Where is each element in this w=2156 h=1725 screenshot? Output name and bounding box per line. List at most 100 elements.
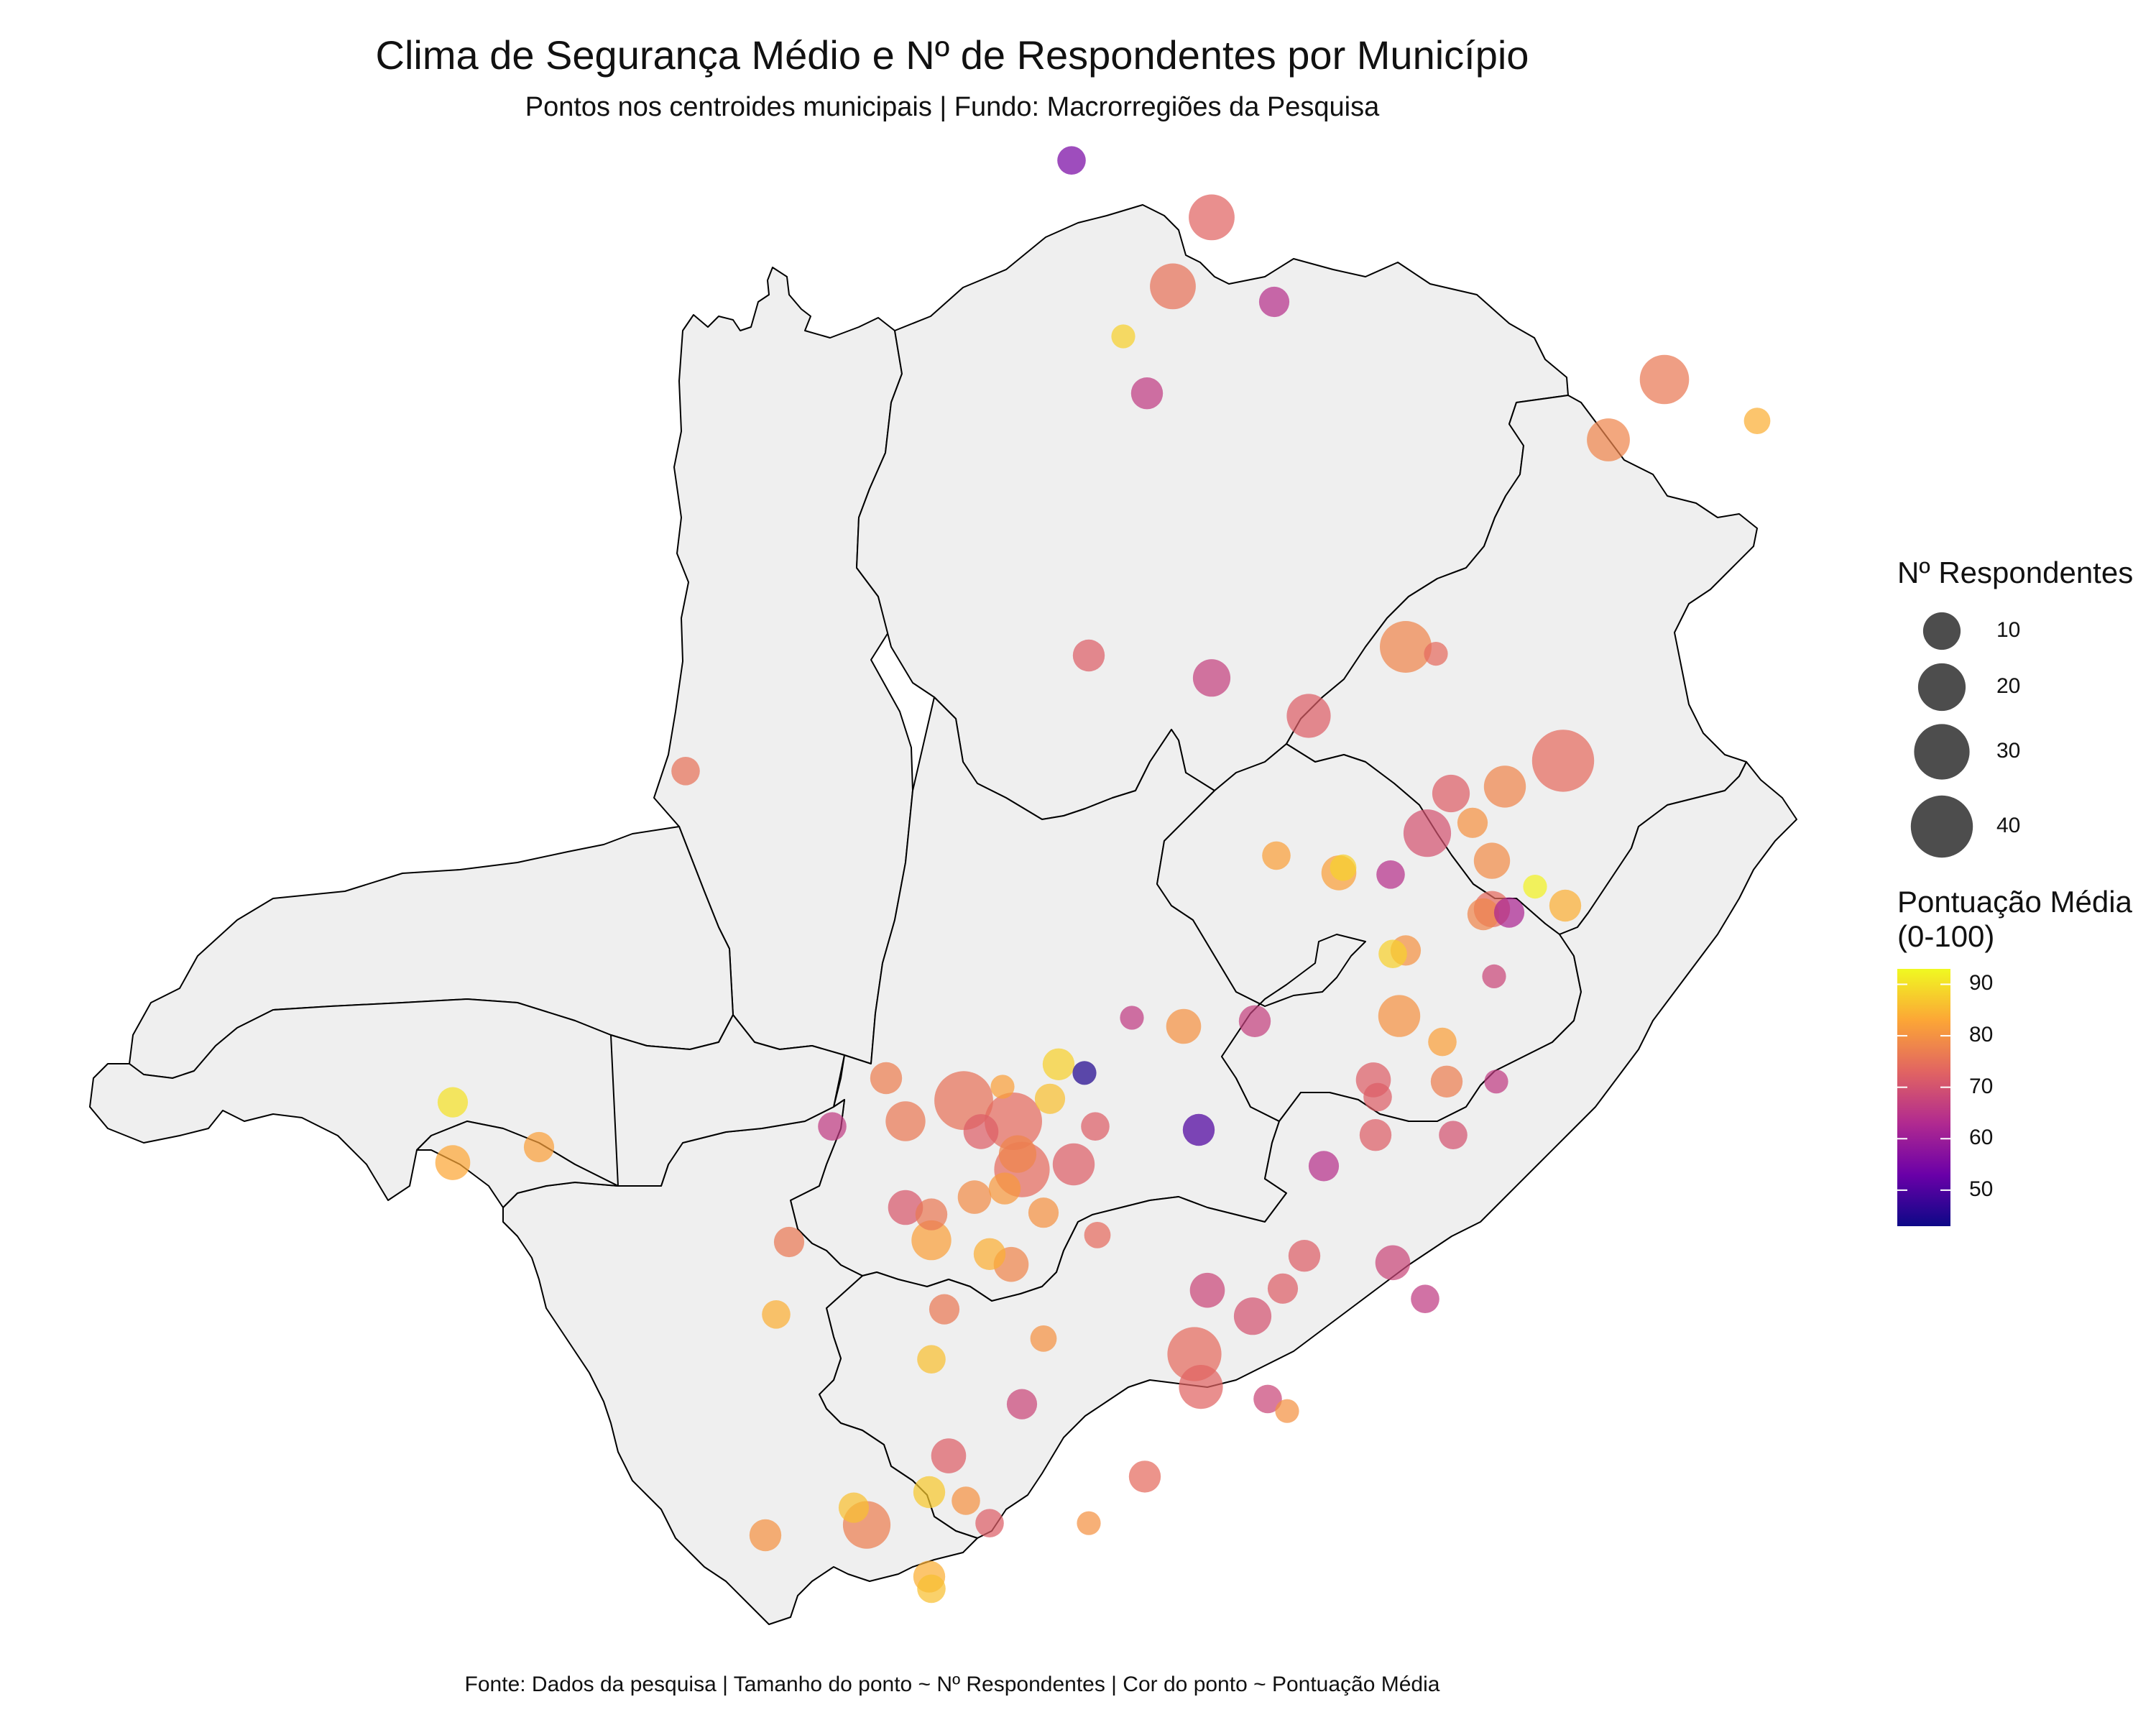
municipality-point	[1467, 898, 1500, 931]
municipality-point	[929, 1294, 960, 1325]
municipality-point	[1057, 146, 1086, 175]
municipality-point	[1072, 639, 1105, 672]
municipality-point	[911, 1220, 952, 1261]
municipality-point	[1639, 354, 1690, 405]
municipality-point	[885, 1101, 926, 1141]
municipality-point	[762, 1300, 791, 1329]
municipality-point	[1430, 1065, 1463, 1098]
color-legend-label: 60	[1969, 1126, 1994, 1150]
municipality-point	[1077, 1511, 1101, 1535]
municipality-point	[1523, 875, 1547, 899]
municipality-point	[1428, 1027, 1457, 1057]
municipality-point	[1233, 1297, 1272, 1335]
municipality-point	[1359, 1119, 1392, 1151]
size-legend-label: 40	[1996, 814, 2021, 837]
municipality-point	[1587, 418, 1630, 461]
municipality-point	[1380, 621, 1432, 673]
municipality-point	[1111, 324, 1135, 349]
municipality-point	[1120, 1006, 1144, 1030]
municipality-point	[985, 1092, 1042, 1150]
size-legend-title: Nº Respondentes	[1897, 556, 2134, 589]
municipality-point	[1531, 730, 1595, 792]
size-legend	[1910, 612, 1973, 858]
municipality-point	[437, 1087, 469, 1118]
municipality-point	[1081, 1112, 1110, 1141]
municipality-point	[913, 1476, 946, 1509]
municipality-point	[1267, 1273, 1299, 1304]
municipality-point	[1363, 1082, 1392, 1112]
macroregions-layer	[89, 204, 1797, 1625]
municipality-point	[957, 1180, 992, 1214]
color-legend-title-line2: (0-100)	[1897, 919, 1995, 953]
size-legend-dot	[1910, 795, 1973, 858]
municipality-point	[1130, 377, 1164, 410]
size-legend-dot	[1922, 612, 1961, 650]
size-legend-label: 30	[1996, 739, 2021, 763]
municipality-point	[1275, 1399, 1299, 1423]
municipality-point	[1034, 1083, 1066, 1114]
size-legend-label: 10	[1996, 618, 2021, 642]
municipality-point	[1378, 995, 1421, 1037]
municipality-point	[1072, 1061, 1097, 1085]
municipality-point	[773, 1226, 805, 1258]
municipality-point	[1028, 1197, 1059, 1228]
size-legend-dot	[1914, 724, 1970, 780]
color-legend-label: 70	[1969, 1074, 1994, 1098]
size-legend-label: 20	[1996, 674, 2021, 698]
plot-title: Clima de Segurança Médio e Nº de Respond…	[375, 32, 1529, 78]
color-legend-label: 50	[1969, 1177, 1994, 1201]
municipality-point	[870, 1062, 903, 1095]
municipality-point	[749, 1519, 782, 1552]
municipality-point	[1432, 774, 1470, 813]
municipality-point	[1052, 1143, 1095, 1186]
municipality-point	[917, 1574, 946, 1604]
municipality-point	[1424, 642, 1448, 666]
municipality-point	[1483, 765, 1526, 808]
municipality-point	[1482, 964, 1506, 988]
municipality-point	[963, 1114, 999, 1149]
color-legend-label: 90	[1969, 971, 1994, 995]
plot-caption: Fonte: Dados da pesquisa | Tamanho do po…	[464, 1673, 1440, 1696]
municipality-point	[1182, 1113, 1215, 1146]
municipality-point	[988, 1172, 1021, 1205]
municipality-point	[917, 1345, 946, 1374]
municipality-point	[888, 1190, 923, 1225]
municipality-point	[952, 1486, 980, 1515]
municipality-point	[523, 1131, 555, 1163]
municipality-point	[1330, 854, 1357, 881]
size-legend-dot	[1917, 663, 1966, 712]
color-legend-label: 80	[1969, 1023, 1994, 1047]
municipality-point	[1128, 1460, 1161, 1493]
municipality-point	[1258, 286, 1290, 318]
municipality-point	[818, 1112, 847, 1141]
municipality-point	[1042, 1048, 1075, 1081]
municipality-point	[1493, 897, 1525, 928]
municipality-point	[1457, 807, 1488, 838]
municipality-point	[1166, 1008, 1202, 1044]
municipality-point	[1473, 842, 1511, 879]
municipality-point	[1484, 1070, 1508, 1094]
municipality-point	[931, 1438, 967, 1473]
municipality-point	[1189, 1272, 1225, 1308]
points-layer	[435, 146, 1771, 1604]
municipality-point	[1262, 841, 1291, 870]
municipality-point	[1238, 1005, 1271, 1038]
municipality-point	[1084, 1222, 1111, 1248]
municipality-point	[838, 1492, 870, 1523]
municipality-point	[435, 1145, 471, 1180]
municipality-point	[1378, 939, 1407, 968]
region-oeste	[416, 1014, 845, 1208]
color-legend-title-line1: Pontuação Média	[1897, 885, 2132, 919]
municipality-point	[1006, 1389, 1038, 1420]
colorbar	[1897, 969, 1950, 1226]
municipality-point	[1253, 1384, 1282, 1414]
municipality-point	[1189, 194, 1235, 241]
municipality-point	[973, 1238, 1006, 1271]
municipality-point	[1375, 1245, 1411, 1281]
municipality-point	[1376, 860, 1405, 889]
municipality-point	[1150, 263, 1196, 310]
municipality-point	[1308, 1151, 1340, 1182]
municipality-point	[1288, 1240, 1321, 1272]
municipality-point	[975, 1509, 1004, 1537]
